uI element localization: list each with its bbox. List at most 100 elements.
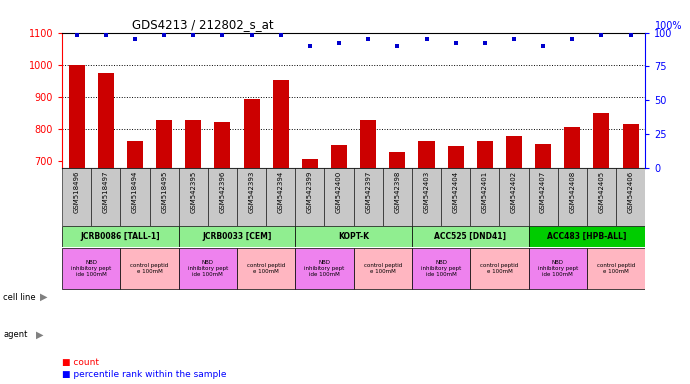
Bar: [295, 168, 324, 226]
Bar: [295, 248, 353, 289]
Point: [421, 36, 432, 43]
Bar: [208, 168, 237, 226]
Text: control peptid
e 100mM: control peptid e 100mM: [364, 263, 402, 274]
Text: NBD
inhibitory pept
ide 100mM: NBD inhibitory pept ide 100mM: [188, 260, 228, 277]
Text: GSM542395: GSM542395: [190, 171, 196, 213]
Bar: [353, 248, 412, 289]
Point: [480, 40, 491, 46]
Text: JCRB0033 [CEM]: JCRB0033 [CEM]: [202, 232, 272, 241]
Point: [538, 43, 549, 49]
Bar: [616, 168, 645, 226]
Text: JCRB0086 [TALL-1]: JCRB0086 [TALL-1]: [81, 232, 160, 241]
Bar: [500, 168, 529, 226]
Text: control peptid
e 100mM: control peptid e 100mM: [247, 263, 285, 274]
Text: GSM542393: GSM542393: [248, 171, 255, 213]
Text: GSM518496: GSM518496: [74, 171, 79, 213]
Point: [188, 32, 199, 38]
Bar: [441, 168, 471, 226]
Bar: [302, 159, 318, 384]
Bar: [121, 168, 150, 226]
Y-axis label: 100%: 100%: [655, 21, 682, 31]
Text: GSM542397: GSM542397: [365, 171, 371, 213]
Bar: [558, 168, 587, 226]
Bar: [412, 248, 471, 289]
Bar: [62, 168, 91, 226]
Text: GSM542398: GSM542398: [395, 171, 400, 213]
Bar: [593, 113, 609, 384]
Point: [625, 32, 636, 38]
Text: NBD
inhibitory pept
ide 100mM: NBD inhibitory pept ide 100mM: [71, 260, 111, 277]
Bar: [215, 122, 230, 384]
Text: NBD
inhibitory pept
ide 100mM: NBD inhibitory pept ide 100mM: [304, 260, 344, 277]
Text: GDS4213 / 212802_s_at: GDS4213 / 212802_s_at: [132, 18, 274, 31]
Bar: [273, 80, 288, 384]
Bar: [324, 168, 353, 226]
Bar: [353, 168, 383, 226]
Point: [304, 43, 315, 49]
Text: GSM542399: GSM542399: [307, 171, 313, 213]
Text: NBD
inhibitory pept
ide 100mM: NBD inhibitory pept ide 100mM: [421, 260, 461, 277]
Text: cell line: cell line: [3, 293, 36, 302]
Bar: [69, 65, 85, 384]
Bar: [586, 248, 645, 289]
Point: [217, 32, 228, 38]
Bar: [471, 168, 500, 226]
Bar: [266, 168, 295, 226]
Bar: [179, 248, 237, 289]
Bar: [506, 136, 522, 384]
Point: [71, 32, 82, 38]
Text: agent: agent: [3, 330, 28, 339]
Text: control peptid
e 100mM: control peptid e 100mM: [597, 263, 635, 274]
Bar: [471, 248, 529, 289]
Bar: [412, 226, 529, 247]
Bar: [529, 226, 645, 247]
Bar: [360, 119, 376, 384]
Bar: [448, 146, 464, 384]
Point: [100, 32, 111, 38]
Bar: [62, 248, 121, 289]
Bar: [295, 226, 412, 247]
Bar: [150, 168, 179, 226]
Text: ■ count: ■ count: [62, 358, 99, 367]
Point: [159, 32, 170, 38]
Bar: [419, 141, 435, 384]
Text: GSM542401: GSM542401: [482, 171, 488, 213]
Point: [275, 32, 286, 38]
Text: GSM542396: GSM542396: [219, 171, 226, 213]
Point: [450, 40, 461, 46]
Point: [130, 36, 141, 43]
Bar: [156, 119, 172, 384]
Bar: [186, 120, 201, 384]
Point: [246, 32, 257, 38]
Point: [333, 40, 344, 46]
Bar: [62, 226, 179, 247]
Bar: [237, 248, 295, 289]
Text: ▶: ▶: [40, 292, 48, 302]
Point: [596, 32, 607, 38]
Text: ACC483 [HPB-ALL]: ACC483 [HPB-ALL]: [547, 232, 627, 241]
Bar: [535, 144, 551, 384]
Bar: [244, 99, 259, 384]
Bar: [529, 168, 558, 226]
Text: ▶: ▶: [36, 330, 43, 340]
Bar: [127, 141, 143, 384]
Text: GSM542406: GSM542406: [628, 171, 633, 213]
Bar: [237, 168, 266, 226]
Text: GSM518494: GSM518494: [132, 171, 138, 213]
Bar: [179, 168, 208, 226]
Bar: [91, 168, 121, 226]
Point: [392, 43, 403, 49]
Bar: [586, 168, 616, 226]
Point: [566, 36, 578, 43]
Bar: [622, 124, 638, 384]
Text: GSM542403: GSM542403: [424, 171, 429, 213]
Text: GSM542408: GSM542408: [569, 171, 575, 213]
Bar: [121, 248, 179, 289]
Text: GSM542394: GSM542394: [278, 171, 284, 213]
Bar: [477, 141, 493, 384]
Text: GSM542407: GSM542407: [540, 171, 546, 213]
Point: [363, 36, 374, 43]
Bar: [412, 168, 441, 226]
Bar: [179, 226, 295, 247]
Bar: [529, 248, 586, 289]
